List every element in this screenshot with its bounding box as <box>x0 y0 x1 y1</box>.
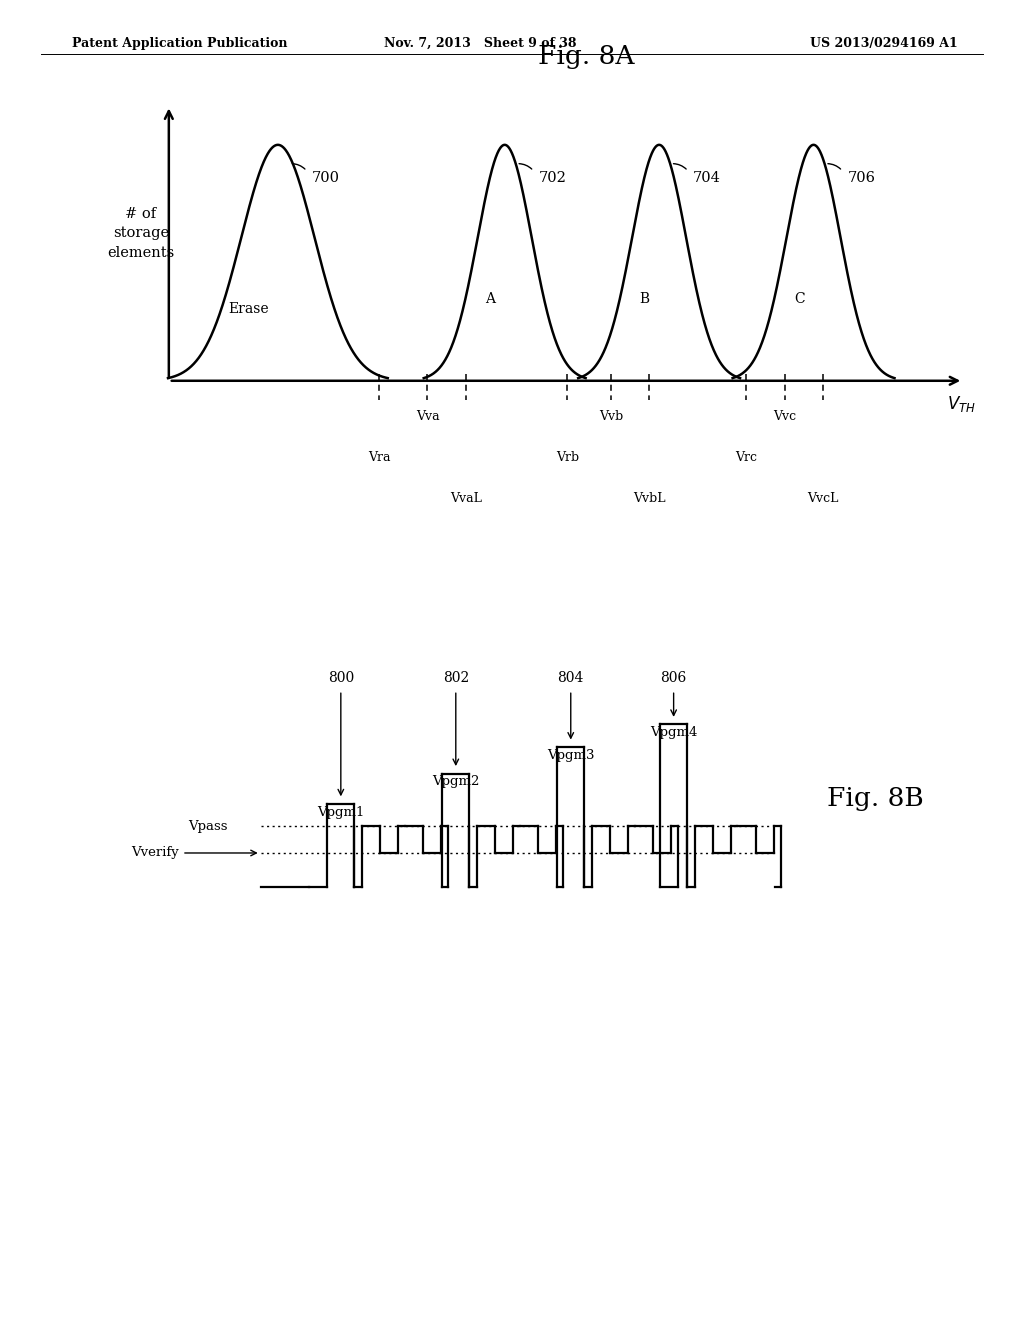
Text: Vpgm3: Vpgm3 <box>547 748 595 762</box>
Text: Patent Application Publication: Patent Application Publication <box>72 37 287 50</box>
Text: US 2013/0294169 A1: US 2013/0294169 A1 <box>810 37 957 50</box>
Text: B: B <box>640 292 649 306</box>
Text: Vva: Vva <box>416 411 439 424</box>
Text: VvcL: VvcL <box>808 492 839 506</box>
Text: 802: 802 <box>442 671 469 685</box>
Text: Nov. 7, 2013   Sheet 9 of 38: Nov. 7, 2013 Sheet 9 of 38 <box>384 37 577 50</box>
Text: A: A <box>485 292 496 306</box>
Text: 702: 702 <box>539 170 566 185</box>
Text: Vrb: Vrb <box>556 451 579 465</box>
Text: Vpgm2: Vpgm2 <box>432 775 479 788</box>
Text: Vpgm4: Vpgm4 <box>650 726 697 739</box>
Text: 804: 804 <box>558 671 584 685</box>
Text: Vpgm1: Vpgm1 <box>317 805 365 818</box>
Text: 706: 706 <box>847 170 876 185</box>
Text: Vvc: Vvc <box>773 411 796 424</box>
Text: Vrc: Vrc <box>735 451 757 465</box>
Text: $V_{TH}$: $V_{TH}$ <box>947 393 976 414</box>
Text: 800: 800 <box>328 671 354 685</box>
Text: Vverify: Vverify <box>131 846 179 859</box>
Text: C: C <box>794 292 805 306</box>
Text: Vvb: Vvb <box>599 411 623 424</box>
Text: VvaL: VvaL <box>451 492 482 506</box>
Text: 806: 806 <box>660 671 687 685</box>
Text: Vra: Vra <box>368 451 390 465</box>
Text: 704: 704 <box>693 170 721 185</box>
Text: Fig. 8B: Fig. 8B <box>827 787 924 810</box>
Text: VvbL: VvbL <box>633 492 666 506</box>
Text: Fig. 8A: Fig. 8A <box>539 45 635 70</box>
Text: # of
storage
elements: # of storage elements <box>108 207 174 260</box>
Text: Vpass: Vpass <box>187 820 227 833</box>
Text: Erase: Erase <box>228 302 269 315</box>
Text: 700: 700 <box>311 170 340 185</box>
